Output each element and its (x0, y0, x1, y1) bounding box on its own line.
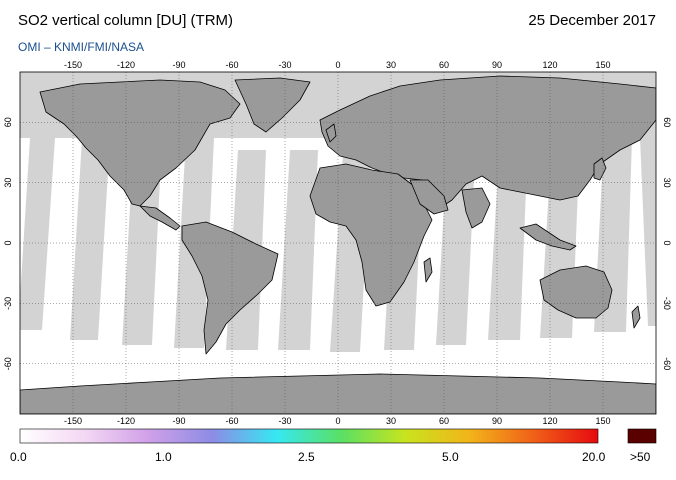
longitude-tick-label: 0 (335, 60, 340, 70)
madagascar (423, 257, 433, 283)
map-frame (19, 71, 657, 415)
latitude-axis-right: 60 30 0 -30 -60 (662, 117, 672, 370)
longitude-axis-top: -150 -120 -90 -60 -30 0 30 60 90 120 150 (64, 60, 611, 70)
eurasia (319, 75, 656, 209)
latitude-tick-label: 30 (3, 178, 13, 188)
longitude-tick-label: 90 (492, 416, 502, 426)
india (461, 187, 491, 229)
southeast-asia-islands (519, 223, 577, 251)
arabia (409, 179, 449, 215)
latitude-tick-label: 30 (662, 178, 672, 188)
longitude-tick-label: -30 (278, 416, 291, 426)
longitude-tick-label: -150 (64, 60, 82, 70)
scale-label-4: 20.0 (582, 450, 606, 464)
longitude-tick-label: 90 (492, 60, 502, 70)
australia (539, 265, 613, 319)
greenland (234, 77, 311, 133)
central-america (139, 205, 181, 231)
data-credit: OMI – KNMI/FMI/NASA (18, 40, 145, 54)
longitude-tick-label: -90 (172, 60, 185, 70)
map-date: 25 December 2017 (528, 12, 656, 29)
latitude-tick-label: -30 (662, 297, 672, 310)
latitude-tick-label: 0 (662, 240, 672, 245)
scale-label-overflow: >50 (630, 450, 651, 464)
latitude-tick-label: 60 (662, 117, 672, 127)
north-america (39, 79, 241, 207)
longitude-tick-label: -60 (225, 60, 238, 70)
color-scale-overflow-box (627, 428, 657, 444)
latitude-tick-label: 0 (3, 240, 13, 245)
scale-label-1: 1.0 (155, 450, 172, 464)
longitude-tick-label: -150 (64, 416, 82, 426)
longitude-tick-label: -90 (172, 416, 185, 426)
uk (325, 123, 337, 143)
longitude-tick-label: 0 (335, 416, 340, 426)
color-scale-bar (19, 428, 599, 444)
longitude-tick-label: -120 (117, 60, 135, 70)
longitude-tick-label: 60 (439, 416, 449, 426)
africa (309, 163, 433, 307)
longitude-tick-label: 150 (595, 416, 610, 426)
latitude-tick-label: -30 (3, 297, 13, 310)
longitude-tick-label: 60 (439, 60, 449, 70)
graticule (20, 72, 656, 414)
longitude-tick-label: 120 (542, 416, 557, 426)
longitude-tick-label: 30 (386, 60, 396, 70)
map-title: SO2 vertical column [DU] (TRM) (18, 12, 234, 29)
new-zealand (631, 305, 641, 329)
latitude-axis-left: 60 30 0 -30 -60 (3, 117, 13, 370)
latitude-tick-label: -60 (662, 357, 672, 370)
longitude-tick-label: 150 (595, 60, 610, 70)
latitude-tick-label: 60 (3, 117, 13, 127)
scale-label-0: 0.0 (10, 450, 27, 464)
longitude-tick-label: -60 (225, 416, 238, 426)
longitude-axis-bottom: -150 -120 -90 -60 -30 0 30 60 90 120 150 (64, 416, 611, 426)
longitude-tick-label: 30 (386, 416, 396, 426)
longitude-tick-label: 120 (542, 60, 557, 70)
scale-label-2: 2.5 (298, 450, 315, 464)
south-america (181, 221, 279, 355)
longitude-tick-label: -120 (117, 416, 135, 426)
latitude-tick-label: -60 (3, 357, 13, 370)
longitude-tick-label: -30 (278, 60, 291, 70)
scale-label-3: 5.0 (442, 450, 459, 464)
